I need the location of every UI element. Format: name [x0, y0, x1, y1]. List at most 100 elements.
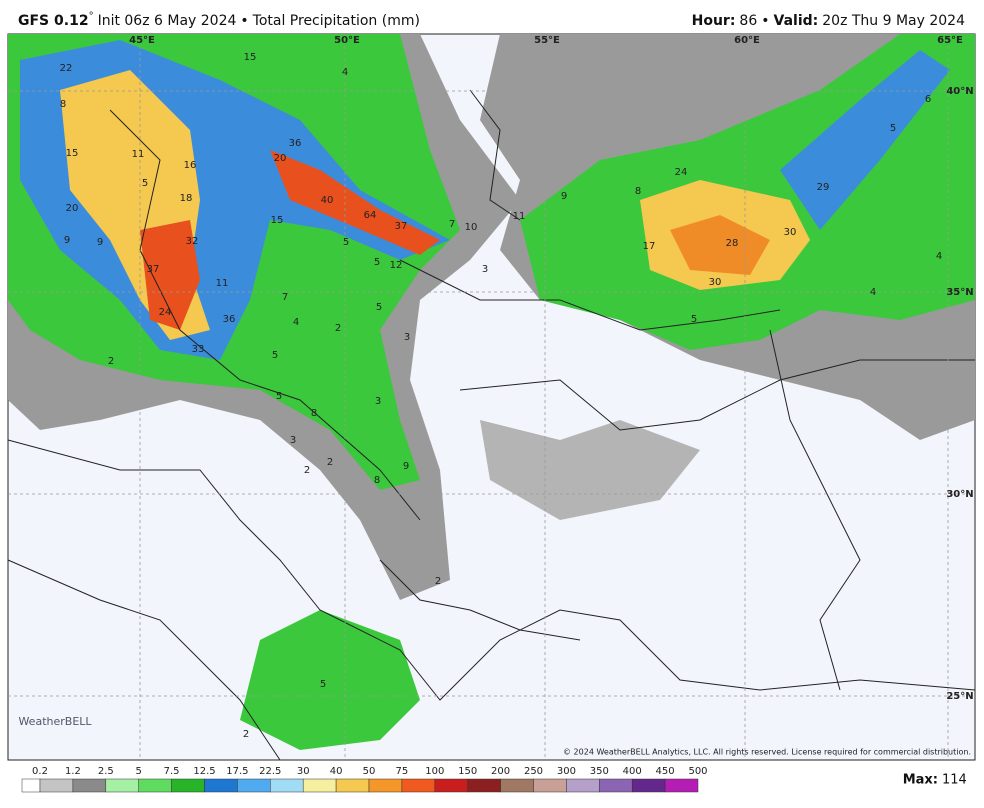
- precip-label: 15: [271, 215, 284, 226]
- precip-label: 33: [192, 344, 205, 355]
- legend-swatch: [21, 778, 41, 793]
- legend-tick-label: 100: [425, 766, 444, 777]
- legend-swatch: [500, 778, 534, 793]
- precip-label: 24: [675, 167, 688, 178]
- precip-label: 6: [925, 94, 931, 105]
- legend-swatch: [533, 778, 567, 793]
- model: GFS 0.12: [18, 13, 89, 29]
- precip-label: 4: [293, 317, 299, 328]
- precip-label: 64: [364, 210, 377, 221]
- precip-label: 11: [132, 149, 145, 160]
- legend-swatch: [270, 778, 304, 793]
- title-left: GFS 0.12° Init 06z 6 May 2024 • Total Preci…: [18, 11, 420, 29]
- max-value: 114: [942, 773, 967, 788]
- legend-swatch: [566, 778, 600, 793]
- legend-swatch: [39, 778, 74, 793]
- legend-tick-label: 2.5: [98, 766, 114, 777]
- legend-swatch: [138, 778, 172, 793]
- precip-label: 2: [435, 576, 441, 587]
- precip-label: 3: [290, 435, 296, 446]
- latitude-label: 35°N: [946, 287, 973, 298]
- precip-label: 4: [870, 287, 876, 298]
- borders: [7, 89, 976, 761]
- legend-swatch: [599, 778, 633, 793]
- precip-label: 9: [97, 237, 103, 248]
- precip-label: 5: [320, 679, 326, 690]
- legend-swatch: [237, 778, 271, 793]
- copyright: © 2024 WeatherBELL Analytics, LLC. All r…: [563, 748, 971, 757]
- max-label: Max:: [903, 773, 938, 788]
- hour: 86: [739, 13, 757, 29]
- precip-label: 2: [327, 457, 333, 468]
- legend-tick-label: 17.5: [226, 766, 248, 777]
- degree: °: [89, 11, 94, 22]
- precip-label: 30: [709, 277, 722, 288]
- separator: •: [240, 13, 248, 29]
- precip-label: 10: [465, 222, 478, 233]
- precip-label: 15: [66, 148, 79, 159]
- precip-label: 36: [289, 138, 302, 149]
- legend: 0.2 1.2 2.5 5 7.5 12.5 17.5 22.5 30 40 50 75 100 150 2…: [21, 766, 708, 793]
- latitude-label: 40°N: [946, 86, 973, 97]
- legend-tick-label: 1.2: [65, 766, 81, 777]
- product: Total Precipitation (mm): [252, 13, 420, 29]
- precip-label: 5: [343, 237, 349, 248]
- latitude-label: 30°N: [946, 489, 973, 500]
- legend-swatch: [171, 778, 205, 793]
- precip-label: 18: [180, 193, 193, 204]
- precip-label: 29: [817, 182, 830, 193]
- legend-swatch: [204, 778, 238, 793]
- precip-label: 12: [390, 260, 403, 271]
- legend-swatch: [72, 778, 107, 793]
- precip-label: 3: [404, 332, 410, 343]
- legend-tick-label: 5: [136, 766, 142, 777]
- legend-tick-label: 150: [458, 766, 477, 777]
- title-right: Hour: 86 • Valid: 20z Thu 9 May 2024: [692, 13, 965, 29]
- separator: •: [761, 13, 769, 29]
- legend-tick-label: 500: [688, 766, 707, 777]
- longitude-label: 55°E: [534, 35, 560, 46]
- legend-swatch: [467, 778, 501, 793]
- precip-label: 4: [936, 251, 942, 262]
- precip-label: 5: [374, 257, 380, 268]
- precip-label: 3: [482, 264, 488, 275]
- precip-label: 4: [342, 67, 348, 78]
- longitude-label: 65°E: [937, 35, 963, 46]
- legend-swatch: [664, 778, 699, 793]
- logo: WeatherBELL: [18, 715, 92, 728]
- legend-swatch: [368, 778, 403, 793]
- precip-label: 9: [403, 461, 409, 472]
- precip-label: 5: [376, 302, 382, 313]
- legend-tick-label: 30: [297, 766, 310, 777]
- precip-label: 7: [282, 292, 288, 303]
- legend-tick-label: 300: [557, 766, 576, 777]
- longitude-label: 45°E: [129, 35, 155, 46]
- legend-tick-label: 0.2: [32, 766, 48, 777]
- precip-label: 2: [243, 729, 249, 740]
- legend-tick-label: 12.5: [193, 766, 215, 777]
- precip-label: 2: [304, 465, 310, 476]
- graticule: 45°E 50°E 55°E 60°E 65°E 40°N 35°N 30°N 25°N: [8, 34, 975, 760]
- precip-label: 9: [561, 191, 567, 202]
- valid-label: Valid:: [774, 13, 819, 29]
- precip-label: 5: [272, 350, 278, 361]
- precip-label: 15: [244, 52, 257, 63]
- precip-label: 37: [147, 264, 160, 275]
- legend-swatch: [631, 778, 666, 793]
- hour-label: Hour:: [692, 13, 736, 29]
- legend-tick-label: 22.5: [259, 766, 281, 777]
- precip-label: 8: [374, 475, 380, 486]
- legend-swatch: [434, 778, 468, 793]
- precip-label: 28: [726, 238, 739, 249]
- precip-label: 16: [184, 160, 197, 171]
- precip-label: 9: [64, 235, 70, 246]
- longitude-label: 60°E: [734, 35, 760, 46]
- precip-label: 20: [274, 153, 287, 164]
- precip-label: 8: [60, 99, 66, 110]
- legend-tick-label: 7.5: [164, 766, 180, 777]
- init: Init 06z 6 May 2024: [98, 13, 237, 29]
- legend-swatch: [302, 778, 337, 793]
- precip-label: 32: [186, 236, 199, 247]
